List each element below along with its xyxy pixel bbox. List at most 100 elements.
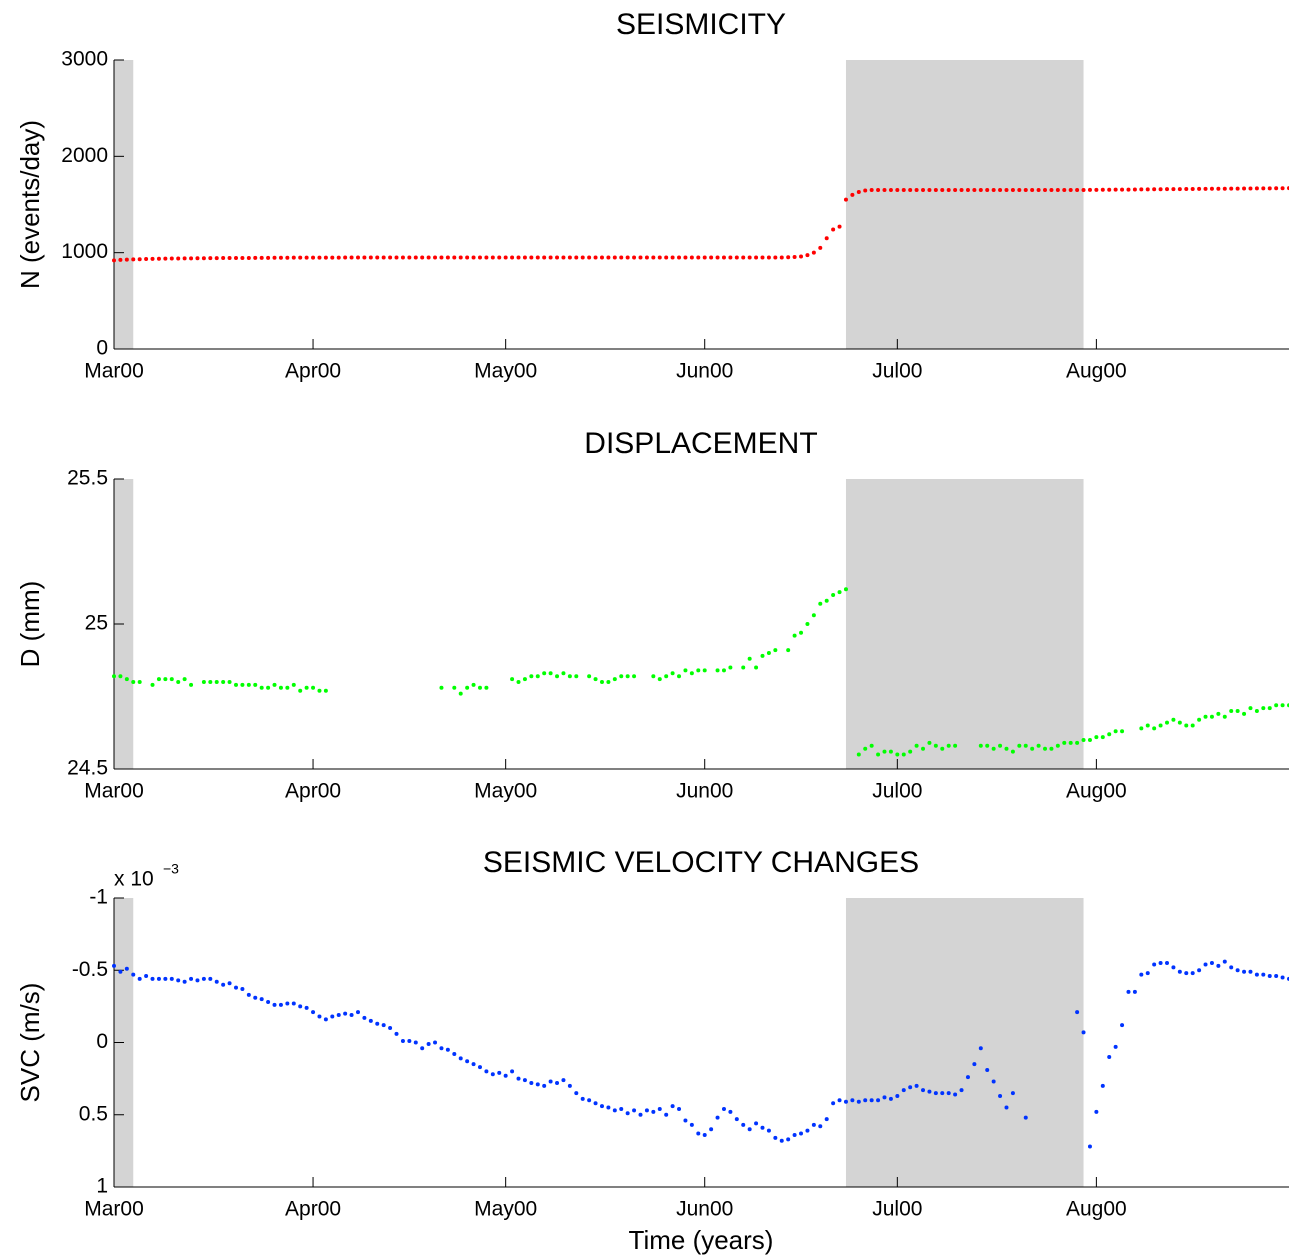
data-point <box>176 256 181 261</box>
x-tick-label: Apr00 <box>285 1198 341 1221</box>
data-point <box>1113 729 1118 734</box>
x-tick-label: Jun00 <box>676 360 733 383</box>
y-tick-label: 0 <box>96 337 108 360</box>
data-point <box>1075 740 1080 745</box>
data-point <box>1087 187 1092 192</box>
data-point <box>715 1115 720 1120</box>
data-point <box>670 255 675 260</box>
data-point <box>863 1098 868 1103</box>
data-point <box>246 992 251 997</box>
data-point <box>677 1106 682 1111</box>
data-point <box>227 981 232 986</box>
data-point <box>542 671 547 676</box>
data-point <box>529 1080 534 1085</box>
data-point <box>599 255 604 260</box>
data-point <box>445 255 450 260</box>
data-point <box>612 1108 617 1113</box>
x-tick-label: Mar00 <box>84 1198 144 1221</box>
data-point <box>818 245 823 250</box>
data-point <box>991 188 996 193</box>
data-point <box>272 682 277 687</box>
data-point <box>452 255 457 260</box>
data-point <box>1004 1105 1009 1110</box>
data-point <box>355 1010 360 1015</box>
data-point <box>914 188 919 193</box>
x-axis-label: Time (years) <box>629 1225 774 1255</box>
data-point <box>503 255 508 260</box>
data-point <box>831 1101 836 1106</box>
data-point <box>1209 714 1214 719</box>
x-tick-label: May00 <box>474 360 537 383</box>
data-point <box>1139 726 1144 731</box>
data-point <box>471 1062 476 1067</box>
data-point <box>253 995 258 1000</box>
data-point <box>304 1005 309 1010</box>
data-point <box>156 256 161 261</box>
data-point <box>985 743 990 748</box>
data-point <box>927 740 932 745</box>
data-point <box>1216 186 1221 191</box>
y-multiplier-exponent: −3 <box>163 861 179 877</box>
data-point <box>176 680 181 684</box>
data-point <box>612 677 617 682</box>
data-point <box>792 633 797 638</box>
data-point <box>811 1122 816 1127</box>
x-tick-label: Mar00 <box>84 780 144 803</box>
x-tick-label: Jul00 <box>872 1198 922 1221</box>
data-point <box>291 1001 296 1006</box>
data-point <box>201 256 206 261</box>
data-point <box>182 677 187 682</box>
y-multiplier: x 10 <box>114 868 154 891</box>
data-point <box>259 997 264 1002</box>
data-point <box>670 671 675 676</box>
data-point <box>381 255 386 260</box>
data-point <box>439 255 444 260</box>
data-point <box>124 966 129 971</box>
data-point <box>516 1076 521 1081</box>
data-point <box>156 976 161 981</box>
x-tick-label: Mar00 <box>84 360 144 383</box>
data-point <box>946 188 951 193</box>
data-point <box>721 255 726 260</box>
data-point <box>1132 989 1137 994</box>
data-point <box>876 752 881 757</box>
data-point <box>169 256 174 261</box>
data-point <box>792 255 797 260</box>
data-point <box>805 622 810 626</box>
data-point <box>664 674 669 679</box>
data-point <box>150 256 155 261</box>
data-point <box>625 255 630 260</box>
chart-title: SEISMIC VELOCITY CHANGES <box>483 846 919 879</box>
data-point <box>298 688 303 693</box>
data-point <box>811 250 816 255</box>
data-point <box>754 255 759 260</box>
data-point <box>593 255 598 260</box>
data-point <box>811 613 816 618</box>
data-point <box>1158 961 1163 966</box>
data-point <box>786 255 791 260</box>
data-point <box>657 1106 662 1111</box>
data-point <box>1165 187 1170 192</box>
y-tick-label: 1000 <box>61 240 108 263</box>
data-point <box>311 255 316 260</box>
data-point <box>1049 188 1054 193</box>
data-point <box>670 1104 675 1109</box>
data-point <box>978 188 983 193</box>
data-point <box>1043 188 1048 193</box>
data-point <box>689 671 694 676</box>
chart-title: DISPLACEMENT <box>584 427 817 460</box>
data-point <box>561 1078 566 1083</box>
data-point <box>651 1109 656 1114</box>
data-point <box>901 188 906 193</box>
x-tick-label: Apr00 <box>285 360 341 383</box>
data-point <box>599 1104 604 1109</box>
data-point <box>1030 188 1035 193</box>
data-point <box>477 685 482 690</box>
data-point <box>484 1069 489 1074</box>
data-point <box>548 1079 553 1084</box>
data-point <box>773 255 778 260</box>
data-point <box>606 1105 611 1110</box>
data-point <box>1177 187 1182 192</box>
y-axis-label: N (events/day) <box>15 120 45 289</box>
data-point <box>940 1091 945 1096</box>
